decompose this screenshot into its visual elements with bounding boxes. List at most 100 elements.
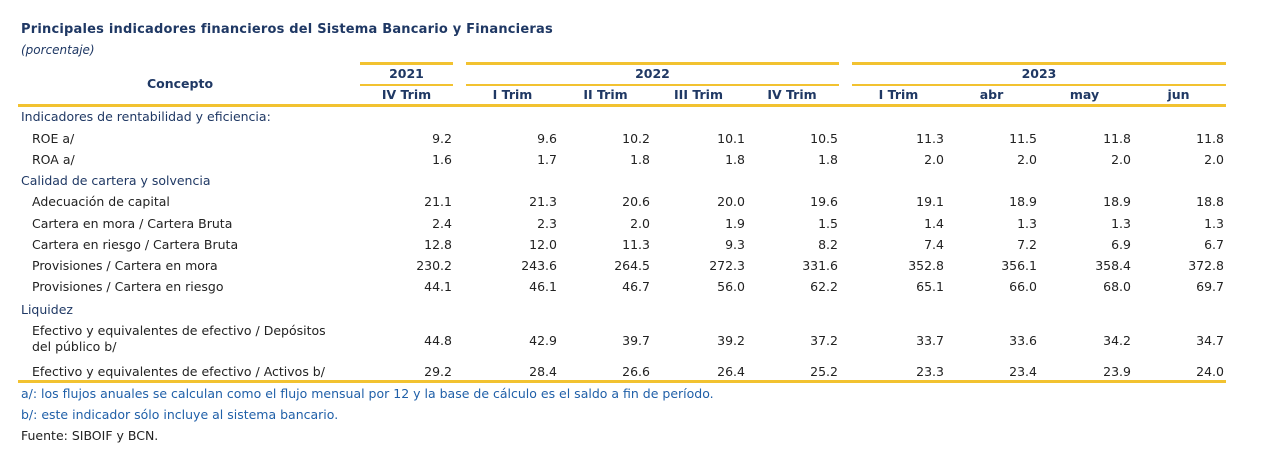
period-header: IV Trim [767, 87, 817, 102]
table-cell: 1.5 [818, 216, 838, 231]
table-cell: 6.9 [1111, 237, 1131, 252]
table-cell: 42.9 [529, 333, 557, 348]
year-rule-2022 [466, 84, 839, 86]
table-cell: 1.7 [537, 152, 557, 167]
table-cell: 20.6 [622, 194, 650, 209]
row-label: Efectivo y equivalentes de efectivo / De… [32, 323, 326, 355]
table-cell: 6.7 [1204, 237, 1224, 252]
table-cell: 66.0 [1009, 279, 1037, 294]
table-cell: 46.1 [529, 279, 557, 294]
footnote-b: b/: este indicador sólo incluye al siste… [21, 407, 339, 422]
section-label: Indicadores de rentabilidad y eficiencia… [21, 109, 271, 124]
table-cell: 230.2 [416, 258, 452, 273]
table-cell: 372.8 [1188, 258, 1224, 273]
table-cell: 24.0 [1196, 364, 1224, 379]
footnote-a: a/: los flujos anuales se calculan como … [21, 386, 714, 401]
table-bottom-rule [18, 380, 1226, 383]
table-cell: 243.6 [521, 258, 557, 273]
table-cell: 44.8 [424, 333, 452, 348]
table-cell: 21.1 [424, 194, 452, 209]
row-label: Provisiones / Cartera en mora [32, 258, 218, 273]
table-cell: 69.7 [1196, 279, 1224, 294]
period-header: IV Trim [381, 87, 432, 102]
table-cell: 11.8 [1196, 131, 1224, 146]
table-cell: 12.8 [424, 237, 452, 252]
table-cell: 2.0 [1204, 152, 1224, 167]
table-cell: 11.8 [1103, 131, 1131, 146]
table-cell: 23.3 [916, 364, 944, 379]
table-cell: 356.1 [1001, 258, 1037, 273]
table-cell: 1.6 [432, 152, 452, 167]
period-header: may [1069, 87, 1100, 102]
table-cell: 2.0 [630, 216, 650, 231]
table-cell: 19.6 [810, 194, 838, 209]
table-cell: 23.9 [1103, 364, 1131, 379]
period-header: jun [1167, 87, 1190, 102]
table-cell: 25.2 [810, 364, 838, 379]
table-cell: 11.3 [916, 131, 944, 146]
table-cell: 331.6 [802, 258, 838, 273]
year-rule-2023 [852, 84, 1226, 86]
table-cell: 23.4 [1009, 364, 1037, 379]
year-2021: 2021 [389, 66, 424, 81]
table-cell: 39.7 [622, 333, 650, 348]
table-cell: 33.7 [916, 333, 944, 348]
table-cell: 56.0 [717, 279, 745, 294]
table-cell: 2.0 [1017, 152, 1037, 167]
table-cell: 1.9 [725, 216, 745, 231]
table-cell: 44.1 [424, 279, 452, 294]
period-header: abr [979, 87, 1004, 102]
row-label: ROA a/ [32, 152, 75, 167]
table-cell: 2.3 [537, 216, 557, 231]
table-cell: 34.7 [1196, 333, 1224, 348]
table-cell: 11.5 [1009, 131, 1037, 146]
year-2022: 2022 [635, 66, 670, 81]
table-cell: 1.8 [630, 152, 650, 167]
row-label: Efectivo y equivalentes de efectivo / Ac… [32, 364, 325, 379]
table-cell: 68.0 [1103, 279, 1131, 294]
table-cell: 1.8 [818, 152, 838, 167]
table-cell: 10.5 [810, 131, 838, 146]
source-note: Fuente: SIBOIF y BCN. [21, 428, 159, 443]
row-label: Provisiones / Cartera en riesgo [32, 279, 224, 294]
row-label-line: del público b/ [32, 339, 117, 354]
table-cell: 18.8 [1196, 194, 1224, 209]
table-cell: 26.6 [622, 364, 650, 379]
table-cell: 21.3 [529, 194, 557, 209]
table-cell: 1.3 [1017, 216, 1037, 231]
table-cell: 29.2 [424, 364, 452, 379]
header-rule-2023 [852, 62, 1226, 65]
table-cell: 28.4 [529, 364, 557, 379]
section-label: Calidad de cartera y solvencia [21, 173, 211, 188]
table-cell: 2.4 [432, 216, 452, 231]
table-cell: 34.2 [1103, 333, 1131, 348]
header-rule-2022 [466, 62, 839, 65]
table-cell: 26.4 [717, 364, 745, 379]
table-cell: 11.3 [622, 237, 650, 252]
table-cell: 33.6 [1009, 333, 1037, 348]
table-cell: 7.2 [1017, 237, 1037, 252]
header-bottom-rule [18, 104, 1226, 107]
table-cell: 18.9 [1103, 194, 1131, 209]
table-cell: 62.2 [810, 279, 838, 294]
table-cell: 352.8 [908, 258, 944, 273]
table-title: Principales indicadores financieros del … [21, 22, 553, 37]
table-cell: 65.1 [916, 279, 944, 294]
period-header: II Trim [583, 87, 628, 102]
table-cell: 10.1 [717, 131, 745, 146]
row-label: Cartera en riesgo / Cartera Bruta [32, 237, 239, 252]
concept-header: Concepto [146, 76, 214, 91]
period-header: III Trim [674, 87, 723, 102]
table-cell: 20.0 [717, 194, 745, 209]
table-cell: 272.3 [709, 258, 745, 273]
header-rule-2021 [360, 62, 453, 65]
row-label: Adecuación de capital [32, 194, 170, 209]
table-cell: 1.3 [1204, 216, 1224, 231]
row-label: Cartera en mora / Cartera Bruta [32, 216, 233, 231]
table-cell: 1.4 [924, 216, 944, 231]
section-label: Liquidez [21, 302, 73, 317]
table-cell: 9.3 [725, 237, 745, 252]
year-2023: 2023 [1021, 66, 1057, 81]
table-cell: 2.0 [924, 152, 944, 167]
table-cell: 358.4 [1095, 258, 1131, 273]
